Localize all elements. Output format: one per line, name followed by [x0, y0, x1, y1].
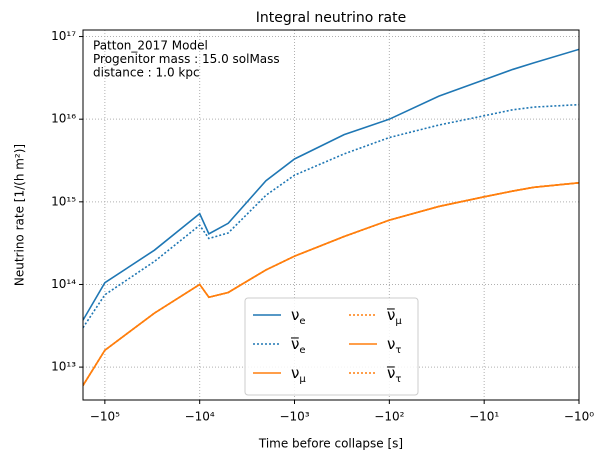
series-line — [83, 181, 579, 386]
chart-title: Integral neutrino rate — [256, 10, 407, 26]
x-tick-label: −10² — [374, 410, 404, 424]
y-tick-label: 10¹⁷ — [51, 29, 76, 43]
series-line — [83, 48, 579, 321]
legend-label: ντ — [387, 335, 401, 356]
x-tick-label: −10¹ — [469, 410, 499, 424]
annotation: Patton_2017 Model — [93, 39, 208, 53]
legend-label: νe — [291, 306, 306, 327]
legend-label: ν̅μ — [387, 306, 403, 327]
plot-frame — [82, 29, 580, 401]
x-tick-label: −10⁵ — [90, 410, 120, 424]
y-tick-label: 10¹⁶ — [51, 112, 76, 126]
y-tick-label: 10¹⁵ — [51, 194, 76, 208]
y-tick-label: 10¹³ — [51, 360, 76, 374]
annotation: distance : 1.0 kpc — [93, 66, 200, 80]
x-axis-label: Time before collapse [s] — [258, 437, 403, 451]
x-tick-label: −10⁰ — [564, 410, 594, 424]
x-tick-label: −10³ — [279, 410, 309, 424]
y-tick-label: 10¹⁴ — [51, 277, 76, 291]
legend-label: ν̅τ — [387, 364, 402, 385]
annotation: Progenitor mass : 15.0 solMass — [93, 52, 280, 66]
legend-label: νμ — [291, 364, 306, 385]
y-axis-label: Neutrino rate [1/(h m²)] — [13, 144, 27, 286]
legend-box — [244, 297, 419, 396]
series-line — [83, 103, 579, 329]
legend-label: ν̅e — [291, 335, 306, 356]
x-tick-label: −10⁴ — [185, 410, 215, 424]
